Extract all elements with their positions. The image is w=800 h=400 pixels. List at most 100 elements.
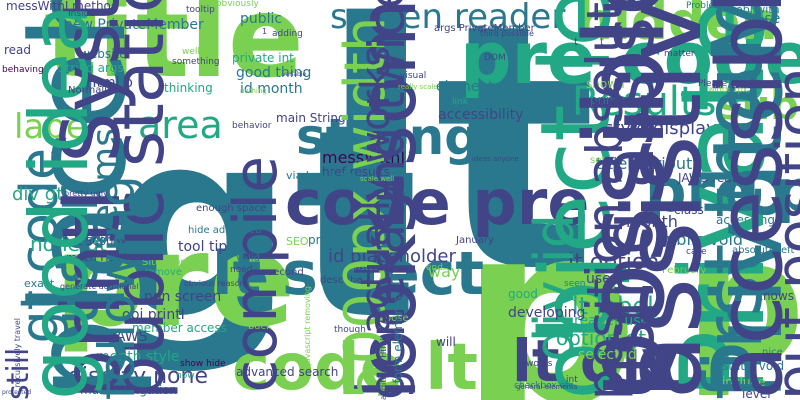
word-reader-users: reader users: [574, 313, 663, 329]
word-class: class: [674, 203, 704, 217]
word-screen-reader: screen reader: [330, 0, 566, 37]
word-thinking: thinking: [164, 81, 213, 95]
word-messwithi: messWithI: [322, 148, 406, 167]
word-id-month: id month: [240, 81, 303, 97]
word-println: println: [590, 93, 630, 107]
word-javascript-removing: javascript removing: [303, 286, 312, 366]
word-behaving: behaving: [2, 65, 44, 75]
word-id-placeholder: id placeholder: [328, 246, 456, 267]
word-normally: Normally: [68, 85, 113, 96]
word-args-privatemember: args PrivateMember: [434, 23, 535, 34]
word-general-elements: general elements: [516, 383, 578, 391]
word-messwithi-method: messWithI method: [6, 0, 119, 13]
word-link: link: [452, 97, 468, 107]
word-public-void: public void: [656, 230, 744, 249]
word-good-idea: good idea: [13, 3, 106, 400]
word-results: Results: [572, 79, 717, 125]
word-obvious-reasons: obvious reasons: [184, 279, 249, 288]
word-lose: lose: [752, 11, 781, 27]
word-main-navigation: main navigation: [80, 383, 178, 397]
word-dom: DOM: [484, 53, 506, 63]
word-month: month: [626, 212, 678, 231]
word-accessibility: accessibility: [438, 107, 524, 123]
word-problem: Problem: [686, 1, 723, 11]
word-code-pre: code pre: [285, 166, 590, 239]
word-lt: lt: [318, 0, 598, 348]
word-public: public: [240, 11, 283, 27]
word-int: int: [566, 375, 578, 385]
word-second: second: [268, 267, 304, 278]
word-lt-select: lt select: [212, 239, 485, 309]
word-hidden: hidden: [576, 0, 778, 52]
word-gt: gt: [108, 75, 419, 377]
word-private-int: private int: [232, 51, 294, 65]
word-lt-option: lt option: [568, 250, 660, 275]
word-situation: Situation: [142, 257, 187, 268]
word-though: though: [334, 325, 366, 335]
word-exact: exact: [24, 277, 55, 290]
word-div-gt: div gt: [12, 184, 64, 205]
word-please-clarify: Please clarify: [698, 79, 758, 89]
word-read: read: [4, 43, 32, 57]
word-code-lt: code lt: [232, 331, 478, 400]
word-now: now: [176, 371, 195, 381]
word-way: way: [428, 262, 461, 281]
word-hide-advanced: hide advanced: [188, 225, 262, 236]
word-via-javascript: via JavaScript: [286, 169, 361, 182]
word-string-args: String args: [58, 61, 124, 75]
word-new-privatemember: new PrivateMember: [64, 17, 204, 33]
word-tooltip: tooltip: [186, 5, 215, 15]
word-select-id: select id: [578, 347, 637, 363]
word-inside: Inside: [68, 9, 95, 19]
word-private-member: private member: [308, 233, 405, 247]
word-non-screen: non screen: [144, 289, 222, 305]
word-obviously: obviously: [216, 0, 259, 9]
word-advanced-search: advanced search: [236, 365, 339, 379]
word-nothing: nothing: [240, 87, 267, 95]
word-seo: SEO: [286, 235, 309, 248]
word-use: use: [586, 271, 611, 287]
word-display-none: display none: [68, 364, 208, 389]
word-element: element: [436, 79, 494, 95]
word-really-scale: really scale: [398, 83, 438, 91]
word-visual: visual: [400, 71, 427, 81]
word-lt-label: lt label: [572, 292, 654, 320]
word-purpose: purpose: [368, 313, 409, 324]
word-pre-p: pre p: [645, 157, 800, 225]
word-form-elements: form elements: [391, 296, 405, 384]
word-developing: developing: [508, 305, 586, 321]
word-tool-tip: tool tip: [178, 239, 228, 255]
word-additional-html: additional Html: [379, 338, 388, 400]
word-pretty-ugly: pretty ugly: [64, 189, 108, 198]
word-recursively-travel: recursively travel: [13, 318, 22, 388]
word-shown: shown: [586, 77, 625, 91]
word-good-thing: good thing: [236, 65, 312, 81]
word-label: label: [14, 107, 97, 147]
word-behavior: behavior: [232, 121, 272, 131]
word-title-attribute: title attribute: [596, 154, 703, 173]
word-href-results: href results: [322, 165, 390, 179]
word-lt-div: lt div: [512, 327, 680, 395]
word-style-display: style display: [604, 118, 717, 139]
word-remove: remove: [144, 267, 182, 278]
word-p: p: [460, 169, 639, 400]
word-none-gt: none gt: [30, 232, 107, 256]
word-february: February: [662, 265, 707, 276]
word-pre-code: pre code: [460, 16, 800, 100]
word-area: area: [138, 103, 223, 147]
word-will: will: [436, 335, 456, 349]
word-seen: seen: [564, 279, 586, 289]
word-absolute-left: absolute left: [732, 245, 795, 256]
word-obj-with: obj with: [736, 3, 780, 16]
word-case: case: [686, 247, 707, 257]
word-static-void: static void: [722, 359, 785, 373]
word-well: well: [182, 47, 200, 57]
word-matter: matter: [664, 49, 695, 59]
word-1: 1: [262, 27, 268, 36]
word-t: t: [600, 37, 604, 48]
word-something: something: [172, 57, 220, 67]
word-sub: sub: [718, 83, 799, 129]
word-pre: pre: [54, 207, 296, 356]
word-back: back: [248, 321, 272, 332]
word-p: p: [685, 204, 800, 400]
